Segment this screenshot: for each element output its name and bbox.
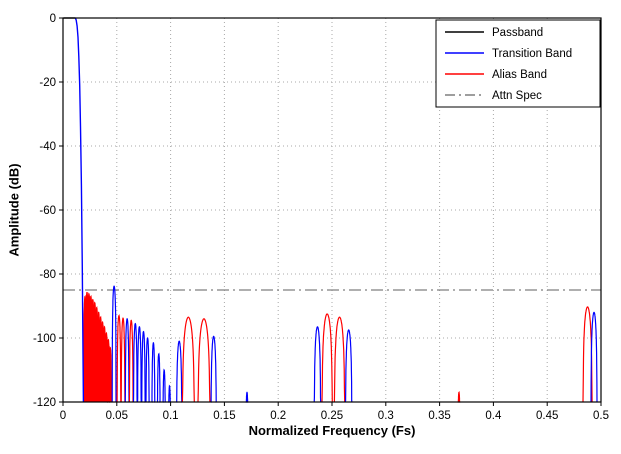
- alias-band-lobe: [181, 316, 195, 403]
- transition-band-lobe: [176, 340, 183, 403]
- alias-band-lobe: [128, 319, 134, 403]
- x-tick-label: 0.3: [378, 410, 394, 422]
- alias-band-lobe: [108, 346, 113, 403]
- transition-band-lobe: [590, 311, 598, 403]
- transition-band-lobe: [210, 335, 217, 403]
- x-tick-label: 0.4: [485, 410, 502, 422]
- y-tick-label: -40: [39, 141, 56, 153]
- legend-label: Alias Band: [492, 69, 547, 81]
- x-tick-label: 0.35: [428, 410, 450, 422]
- transition-band-lobe: [137, 325, 142, 403]
- transition-band-lobe: [156, 352, 161, 403]
- alias-band-lobe: [457, 390, 461, 403]
- transition-band-lobe: [162, 368, 166, 403]
- transition-band-lobe: [168, 384, 171, 403]
- x-axis-title: Normalized Frequency (Fs): [248, 423, 416, 438]
- transition-band-lobe: [344, 329, 353, 403]
- transition-band-lobe: [111, 285, 117, 403]
- x-tick-label: 0.05: [106, 410, 128, 422]
- transition-segment: [74, 17, 85, 403]
- x-tick-label: 0.25: [321, 410, 343, 422]
- alias-band-lobe: [582, 306, 593, 403]
- legend-label: Passband: [492, 27, 543, 39]
- x-tick-label: 0.45: [536, 410, 558, 422]
- transition-band-lobe: [313, 326, 322, 403]
- x-tick-label: 0.2: [270, 410, 286, 422]
- y-tick-label: -100: [33, 333, 56, 345]
- alias-band-lobe: [120, 317, 126, 403]
- x-tick-label: 0.1: [163, 410, 179, 422]
- y-tick-label: -20: [39, 77, 56, 89]
- legend-label: Attn Spec: [492, 90, 542, 102]
- y-axis-title: Amplitude (dB): [6, 163, 22, 257]
- y-tick-label: 0: [50, 13, 56, 25]
- alias-band-lobe: [197, 318, 211, 403]
- y-tick-label: -60: [39, 205, 56, 217]
- x-tick-label: 0.5: [593, 410, 609, 422]
- transition-band-lobe: [141, 330, 146, 403]
- y-tick-label: -120: [33, 397, 56, 409]
- legend-label: Transition Band: [492, 48, 572, 60]
- alias-band-lobe: [333, 316, 346, 403]
- transition-band-lobe: [245, 391, 249, 403]
- alias-band-lobe: [321, 313, 333, 403]
- y-tick-label: -80: [39, 269, 56, 281]
- x-tick-label: 0.15: [213, 410, 235, 422]
- transition-band-lobe: [145, 337, 150, 403]
- x-tick-label: 0: [60, 410, 66, 422]
- transition-band-lobe: [132, 322, 138, 403]
- legend-box: [435, 19, 601, 108]
- transition-band-lobe: [124, 317, 130, 403]
- transition-band-lobe: [151, 341, 156, 403]
- alias-band-lobe: [116, 314, 122, 403]
